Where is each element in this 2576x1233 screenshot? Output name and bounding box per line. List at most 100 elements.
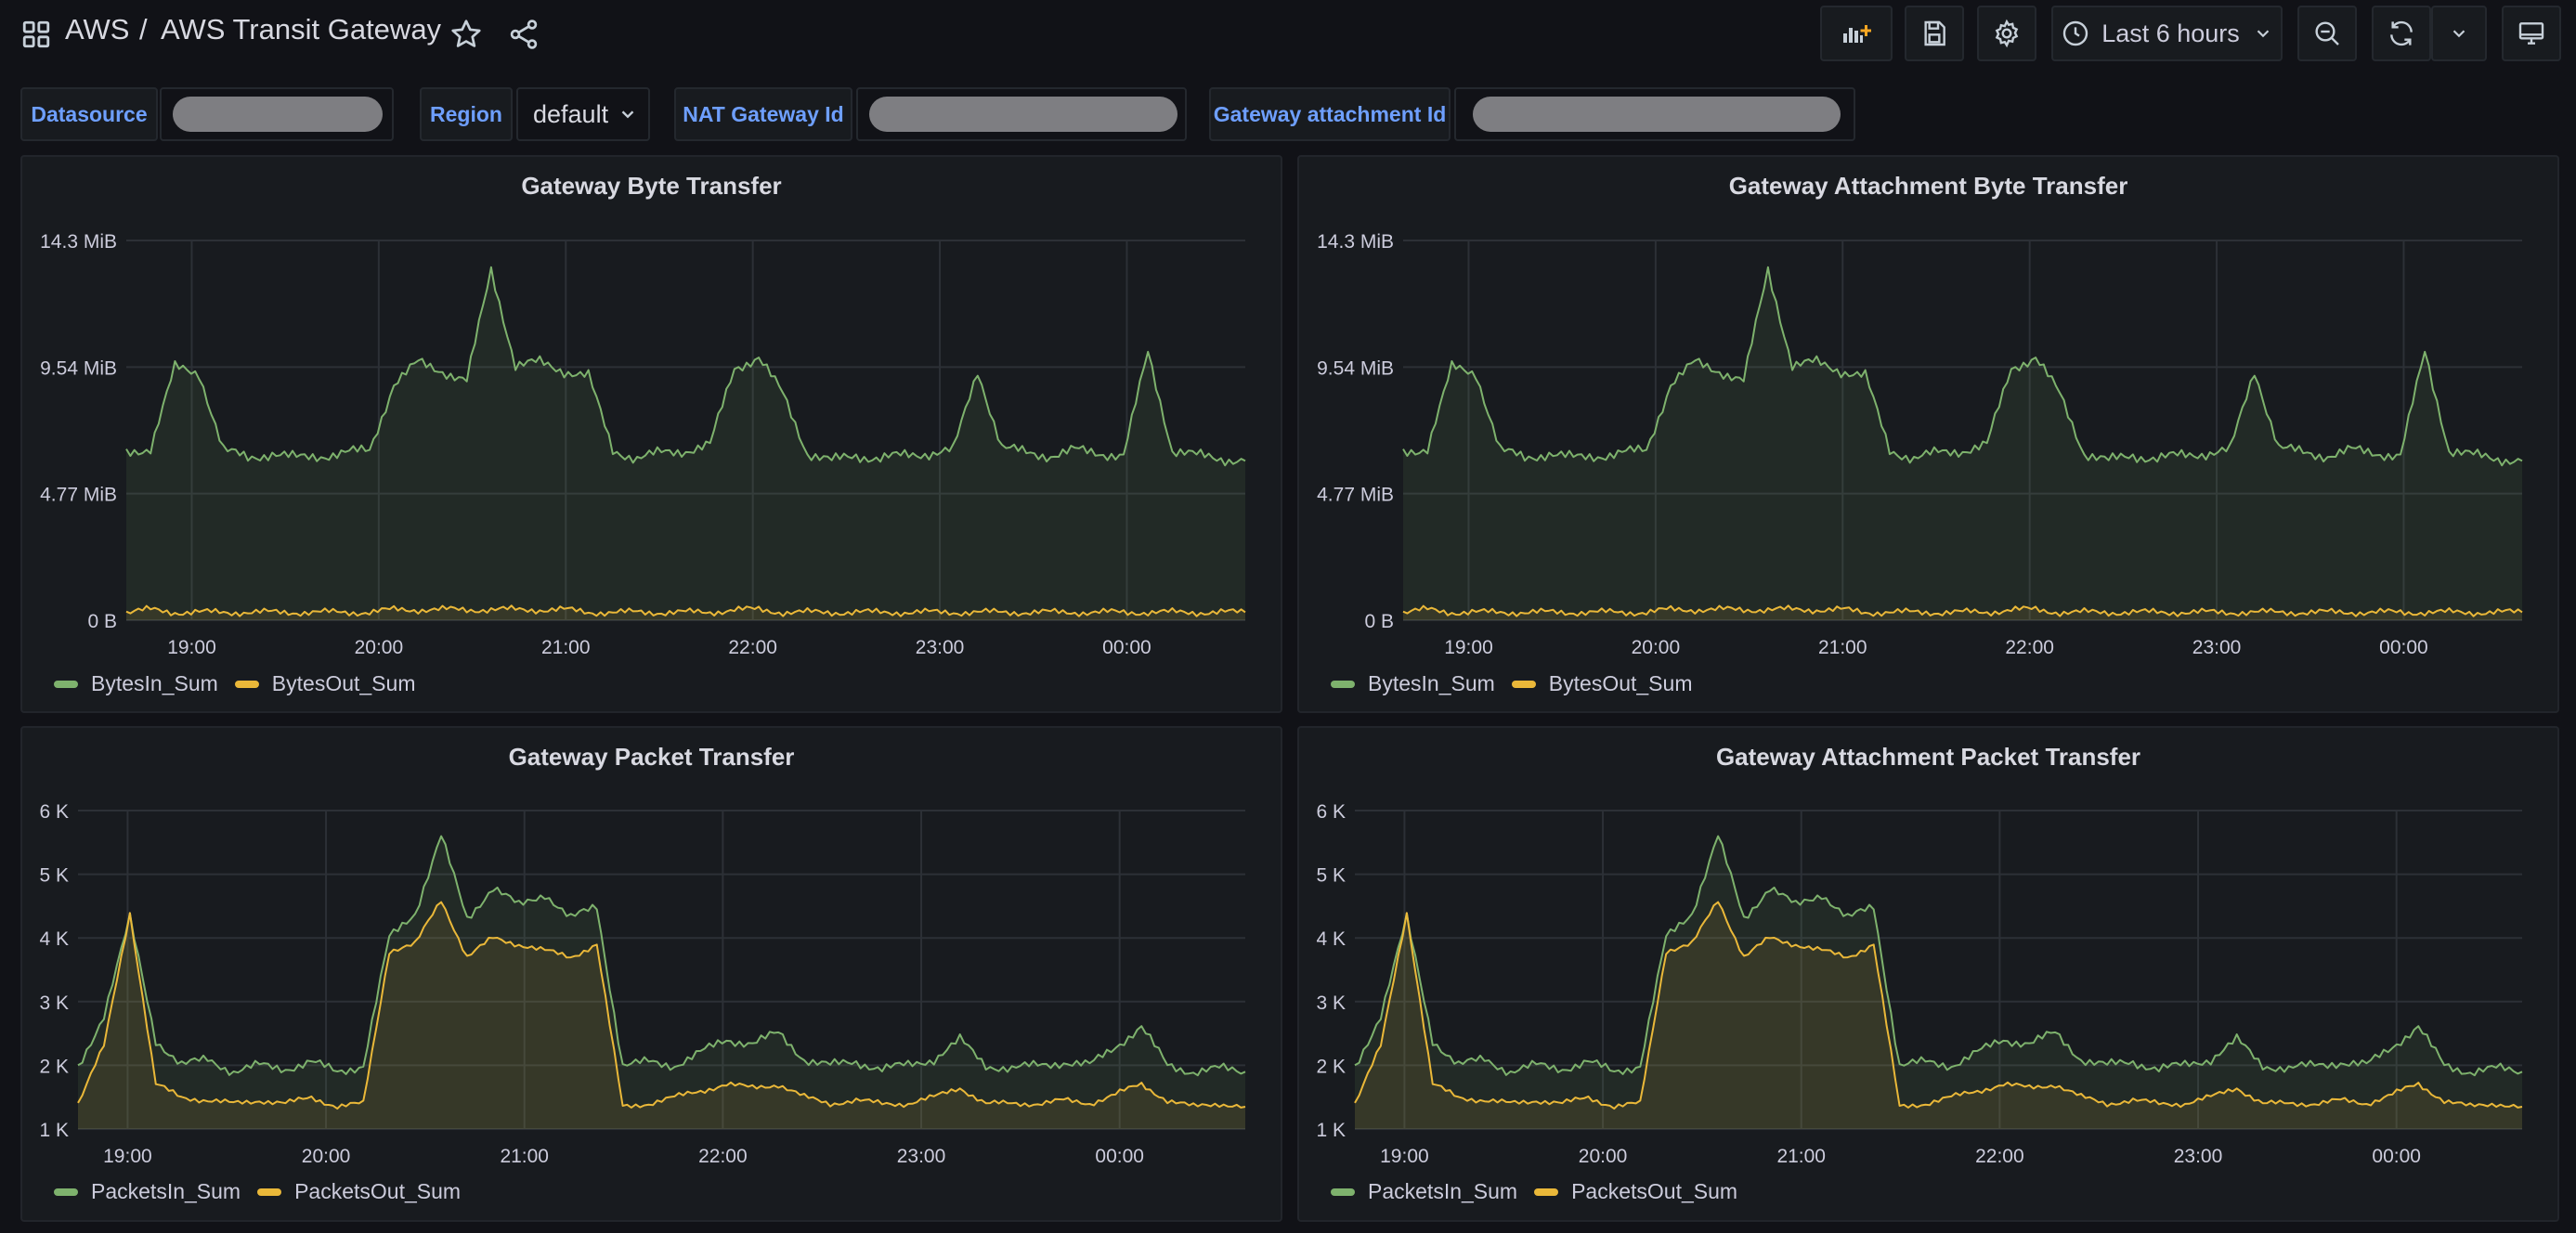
add-panel-button[interactable] — [1820, 6, 1893, 61]
gateway-attachment-variable-select[interactable] — [1454, 87, 1855, 141]
legend-item-out[interactable]: BytesOut_Sum — [1511, 671, 1693, 696]
legend-item-in[interactable]: BytesIn_Sum — [1331, 671, 1495, 696]
y-tick-label: 1 K — [39, 1120, 69, 1141]
datasource-variable-select[interactable] — [160, 87, 394, 141]
add-panel-icon — [1843, 25, 1871, 43]
legend-label: BytesOut_Sum — [271, 671, 416, 695]
legend-item-out[interactable]: PacketsOut_Sum — [1534, 1179, 1737, 1204]
packet-transfer-chart[interactable]: 1 K 2 K 3 K 4 K 5 K 6 K 19:00 20:00 21:00 22:00 23… — [22, 728, 1284, 1224]
dashboard-settings-button[interactable] — [1977, 6, 2036, 61]
panel-title[interactable]: Gateway Attachment Byte Transfer — [1728, 172, 2128, 200]
x-tick-label: 19:00 — [103, 1146, 152, 1167]
legend-item-out[interactable]: BytesOut_Sum — [234, 671, 416, 696]
share-icon[interactable] — [507, 18, 540, 51]
zoom-out-icon — [2315, 21, 2339, 45]
series-line-BytesOut_Sum — [1402, 604, 2523, 617]
legend-label: PacketsOut_Sum — [294, 1179, 462, 1203]
y-tick-label: 4 K — [1316, 928, 1346, 950]
y-tick-label: 14.3 MiB — [40, 231, 117, 253]
top-navbar: AWS / AWS Transit Gateway Last 6 hours — [0, 0, 2576, 71]
series-line-PacketsOut_Sum — [77, 901, 1246, 1110]
legend-item-in[interactable]: PacketsIn_Sum — [1331, 1179, 1517, 1204]
legend-label: BytesIn_Sum — [91, 671, 218, 695]
redacted-value — [173, 97, 383, 132]
x-tick-label: 00:00 — [1102, 637, 1151, 658]
nat-gateway-variable-select[interactable] — [856, 87, 1187, 141]
x-tick-label: 21:00 — [1776, 1146, 1826, 1167]
chevron-down-icon — [2257, 30, 2270, 38]
legend-item-in[interactable]: PacketsIn_Sum — [54, 1179, 241, 1204]
series-line-PacketsIn_Sum — [1354, 835, 2523, 1077]
x-tick-label: 20:00 — [355, 637, 404, 658]
series-area-BytesIn_Sum — [1403, 266, 2522, 620]
y-tick-label: 9.54 MiB — [1317, 357, 1394, 379]
breadcrumb-org[interactable]: AWS — [65, 13, 130, 45]
series-area-BytesOut_Sum — [1403, 605, 2522, 620]
y-tick-label: 14.3 MiB — [1317, 231, 1394, 253]
tv-mode-button[interactable] — [2502, 6, 2561, 61]
region-variable-label: Region — [420, 87, 513, 141]
y-tick-label: 5 K — [39, 865, 69, 887]
y-tick-label: 9.54 MiB — [40, 357, 117, 379]
refresh-button[interactable] — [2372, 6, 2431, 61]
legend-item-out[interactable]: PacketsOut_Sum — [257, 1179, 461, 1204]
x-tick-label: 20:00 — [1632, 637, 1681, 658]
panel-title[interactable]: Gateway Byte Transfer — [521, 172, 782, 200]
series-area-PacketsOut_Sum — [78, 902, 1245, 1129]
save-icon — [1924, 20, 1945, 46]
save-dashboard-button[interactable] — [1905, 6, 1964, 61]
dashboard-title[interactable]: AWS Transit Gateway — [161, 13, 442, 45]
tv-mode-icon — [2518, 22, 2544, 45]
series-line-PacketsIn_Sum — [77, 835, 1246, 1077]
legend-label: BytesIn_Sum — [1368, 671, 1495, 695]
x-tick-label: 23:00 — [916, 637, 965, 658]
chevron-down-icon — [621, 110, 634, 119]
region-value: default — [533, 99, 609, 128]
datasource-variable-label: Datasource — [20, 87, 158, 141]
series-line-BytesIn_Sum — [1402, 266, 2523, 467]
x-tick-label: 23:00 — [2192, 637, 2242, 658]
y-tick-label: 2 K — [39, 1056, 69, 1077]
panel-gateway-packet-transfer[interactable]: Gateway Packet Transfer 1 K 2 K 3 K 4 K 5 K 6… — [20, 726, 1282, 1222]
y-tick-label: 0 B — [1364, 611, 1394, 632]
legend-label: PacketsIn_Sum — [1368, 1179, 1518, 1203]
series-area-BytesOut_Sum — [126, 605, 1245, 620]
region-variable-select[interactable]: default — [516, 87, 650, 141]
gateway-attachment-variable-label: Gateway attachment Id — [1209, 87, 1451, 141]
x-tick-label: 23:00 — [897, 1146, 946, 1167]
byte-transfer-chart[interactable]: 0 B 4.77 MiB 9.54 MiB 14.3 MiB 19:00 20:00 21:… — [22, 157, 1284, 715]
y-tick-label: 4 K — [39, 928, 69, 950]
attachment-packet-transfer-chart[interactable]: 1 K 2 K 3 K 4 K 5 K 6 K 19:00 20:00 21:00 22:00 23… — [1299, 728, 2561, 1224]
x-tick-label: 22:00 — [698, 1146, 748, 1167]
redacted-value — [1473, 97, 1841, 132]
star-icon[interactable] — [449, 18, 483, 51]
panel-title[interactable]: Gateway Attachment Packet Transfer — [1715, 743, 2141, 771]
x-tick-label: 00:00 — [2372, 1146, 2421, 1167]
apps-grid-icon[interactable] — [20, 19, 52, 50]
panel-title[interactable]: Gateway Packet Transfer — [508, 743, 795, 771]
panel-gateway-attachment-byte-transfer[interactable]: Gateway Attachment Byte Transfer 0 B 4.77… — [1297, 155, 2559, 713]
panel-gateway-attachment-packet-transfer[interactable]: Gateway Attachment Packet Transfer 1 K 2 … — [1297, 726, 2559, 1222]
y-tick-label: 0 B — [87, 611, 117, 632]
x-tick-label: 00:00 — [1095, 1146, 1144, 1167]
legend-item-in[interactable]: BytesIn_Sum — [54, 671, 218, 696]
refresh-interval-button[interactable] — [2431, 6, 2487, 61]
chart-legend: BytesIn_Sum BytesOut_Sum — [54, 671, 415, 696]
refresh-icon — [2390, 20, 2413, 46]
x-tick-label: 22:00 — [1975, 1146, 2024, 1167]
y-tick-label: 4.77 MiB — [1317, 485, 1394, 506]
x-tick-label: 00:00 — [2379, 637, 2428, 658]
attachment-byte-transfer-chart[interactable]: 0 B 4.77 MiB 9.54 MiB 14.3 MiB 19:00 20:00 21:… — [1299, 157, 2561, 715]
y-tick-label: 5 K — [1316, 865, 1346, 887]
breadcrumb-separator: / — [139, 13, 148, 45]
legend-label: BytesOut_Sum — [1548, 671, 1693, 695]
time-picker-button[interactable]: Last 6 hours — [2051, 6, 2283, 61]
chevron-down-icon — [2452, 30, 2465, 38]
panel-gateway-byte-transfer[interactable]: Gateway Byte Transfer 0 B 4.77 MiB 9.54 Mi… — [20, 155, 1282, 713]
chart-legend: PacketsIn_Sum PacketsOut_Sum — [1331, 1179, 1737, 1204]
zoom-out-button[interactable] — [2297, 6, 2357, 61]
x-tick-label: 21:00 — [500, 1146, 549, 1167]
y-tick-label: 2 K — [1316, 1056, 1346, 1077]
x-tick-label: 20:00 — [1579, 1146, 1628, 1167]
series-area-PacketsOut_Sum — [1355, 902, 2522, 1129]
